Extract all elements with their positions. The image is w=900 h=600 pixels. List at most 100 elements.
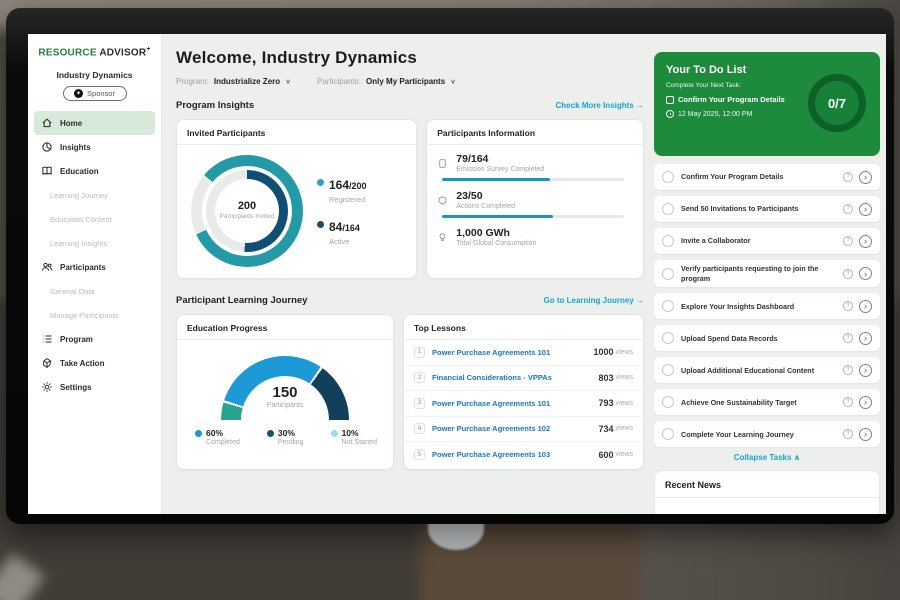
help-icon[interactable]: ?	[843, 429, 853, 440]
chevron-right-icon[interactable]: ›	[859, 299, 872, 313]
lesson-row[interactable]: 2 Financial Considerations - VPPAs 803 vi…	[404, 366, 643, 391]
app-logo: RESOURCE ADVISOR+	[38, 46, 151, 59]
help-icon[interactable]: ?	[843, 397, 853, 408]
education-progress-gauge-chart: 150 Participants	[221, 356, 349, 420]
task-complete-learning-journey[interactable]: Complete Your Learning Journey ? ›	[654, 421, 880, 448]
participants-filter[interactable]: Participants: Only My Participants ∨	[317, 77, 457, 86]
bulb-icon	[437, 227, 449, 248]
sidebar-item-home[interactable]: Home	[34, 111, 155, 136]
take-action-icon	[40, 357, 53, 370]
task-icon	[666, 95, 674, 104]
task-invite-collaborator[interactable]: Invite a Collaborator ? ›	[654, 228, 880, 254]
chevron-right-icon[interactable]: ›	[859, 427, 872, 441]
lesson-row[interactable]: 4 Power Purchase Agreements 102 734 views	[404, 417, 643, 442]
card-title: Invited Participants	[177, 120, 417, 145]
todo-due-date: 12 May 2025, 12:00 PM	[666, 110, 868, 118]
arrow-right-icon: →	[636, 296, 644, 305]
lesson-link: Power Purchase Agreements 102	[432, 424, 551, 434]
sidebar-item-participants[interactable]: Participants	[28, 255, 161, 279]
help-icon[interactable]: ?	[843, 204, 853, 214]
page-title: Welcome, Industry Dynamics	[176, 48, 418, 67]
help-icon[interactable]: ?	[843, 333, 853, 344]
chevron-right-icon[interactable]: ›	[859, 331, 872, 345]
home-icon	[40, 117, 53, 130]
sidebar-item-insights[interactable]: Insights	[28, 135, 161, 159]
help-icon[interactable]: ?	[843, 172, 853, 182]
task-explore-insights[interactable]: Explore Your Insights Dashboard ? ›	[654, 293, 880, 320]
task-upload-educational-content[interactable]: Upload Additional Educational Content ? …	[654, 357, 880, 384]
participants-information-card: Participants Information 79/164 Emission…	[426, 119, 644, 279]
chevron-right-icon[interactable]: ›	[859, 170, 872, 184]
stat-emission-survey: 79/164 Emission Survey Completed	[437, 153, 631, 181]
invited-participants-card: Invited Participants 200 Participants In…	[176, 119, 418, 279]
collapse-tasks-link[interactable]: Collapse Tasks ∧	[733, 453, 801, 463]
recent-news-panel: Recent News	[654, 470, 880, 514]
checkbox-icon[interactable]	[662, 235, 674, 247]
program-filter[interactable]: Program: Industrialize Zero ∨	[176, 77, 291, 86]
checkbox-icon[interactable]	[662, 300, 674, 313]
task-upload-spend-data[interactable]: Upload Spend Data Records ? ›	[654, 325, 880, 352]
stat-global-consumption: 1,000 GWh Total Global Consumption	[437, 227, 631, 248]
stat-actions-completed: 23/50 Actions Completed	[437, 190, 631, 218]
todo-column: Your To Do List Complete Your Next Task:…	[654, 34, 886, 514]
main-content: Welcome, Industry Dynamics Program: Indu…	[162, 34, 654, 514]
go-to-learning-journey-link[interactable]: Go to Learning Journey →	[543, 296, 644, 305]
sidebar-item-learning-insights[interactable]: Learning Insights	[50, 238, 108, 248]
todo-next-task: Confirm Your Program Details	[666, 95, 868, 104]
actions-icon	[437, 190, 449, 218]
checkbox-icon[interactable]	[662, 267, 674, 280]
sidebar-item-learning-journey[interactable]: Learning Journey	[50, 190, 108, 200]
chevron-right-icon[interactable]: ›	[859, 267, 872, 281]
chevron-down-icon: ∨	[285, 77, 291, 86]
checkbox-icon[interactable]	[662, 171, 674, 183]
chevron-right-icon[interactable]: ›	[859, 234, 872, 248]
lesson-link: Power Purchase Agreements 103	[432, 450, 551, 460]
sidebar-item-take-action[interactable]: Take Action	[28, 351, 161, 375]
lesson-link: Power Purchase Agreements 101	[432, 347, 551, 357]
card-title: Education Progress	[177, 315, 393, 340]
sponsor-badge: ✦ Sponsor	[62, 86, 127, 102]
help-icon[interactable]: ?	[843, 236, 853, 246]
lesson-row[interactable]: 3 Power Purchase Agreements 101 793 views	[404, 391, 643, 417]
help-icon[interactable]: ?	[843, 301, 853, 312]
dashboard-screen: RESOURCE ADVISOR+ Industry Dynamics ✦ Sp…	[28, 34, 886, 514]
section-title-learning-journey: Participant Learning Journey	[176, 295, 308, 306]
task-confirm-program-details[interactable]: Confirm Your Program Details ? ›	[654, 164, 880, 190]
chevron-right-icon[interactable]: ›	[859, 395, 872, 409]
check-more-insights-link[interactable]: Check More Insights →	[555, 101, 644, 110]
help-icon[interactable]: ?	[843, 365, 853, 376]
sidebar-item-general-data[interactable]: General Data	[50, 286, 95, 296]
task-send-invitations[interactable]: Send 50 Invitations to Participants ? ›	[654, 196, 880, 222]
checkbox-icon[interactable]	[662, 364, 674, 377]
chevron-right-icon[interactable]: ›	[859, 202, 872, 216]
sidebar-item-education-content[interactable]: Education Content	[50, 214, 112, 224]
arrow-right-icon: →	[636, 101, 644, 110]
checkbox-icon[interactable]	[662, 396, 674, 409]
legend-not-started: 10% Not Started	[330, 428, 377, 446]
legend-active: 84/164 Active	[317, 218, 367, 246]
gear-icon	[40, 381, 53, 394]
sidebar-item-program[interactable]: Program	[28, 327, 161, 351]
sidebar-item-manage-participants[interactable]: Manage Participants	[50, 310, 119, 320]
invited-participants-donut-chart: 200 Participants Invited	[191, 155, 303, 267]
education-progress-card: Education Progress 150 Participants	[176, 314, 394, 470]
chevron-right-icon[interactable]: ›	[859, 363, 872, 377]
org-name: Industry Dynamics	[56, 70, 133, 81]
checkbox-icon[interactable]	[662, 203, 674, 215]
checkbox-icon[interactable]	[662, 332, 674, 345]
checkbox-icon[interactable]	[662, 428, 674, 441]
legend-registered: 164/200 Registered	[317, 176, 367, 204]
lesson-row[interactable]: 5 Power Purchase Agreements 103 600 views	[404, 442, 643, 468]
legend-pending: 30% Pending	[266, 428, 304, 446]
task-verify-participants[interactable]: Verify participants requesting to join t…	[654, 260, 880, 288]
lesson-row[interactable]: 1 Power Purchase Agreements 101 1000 view…	[404, 340, 643, 366]
sidebar-item-education[interactable]: Education	[28, 159, 161, 183]
clock-icon	[666, 110, 674, 118]
help-icon[interactable]: ?	[843, 268, 853, 279]
task-achieve-sustainability-target[interactable]: Achieve One Sustainability Target ? ›	[654, 389, 880, 416]
card-title: Participants Information	[427, 120, 643, 145]
sidebar-item-settings[interactable]: Settings	[28, 375, 161, 399]
monitor-bezel: RESOURCE ADVISOR+ Industry Dynamics ✦ Sp…	[6, 8, 894, 524]
progress-bar	[442, 215, 625, 218]
todo-title: Your To Do List	[666, 64, 747, 76]
